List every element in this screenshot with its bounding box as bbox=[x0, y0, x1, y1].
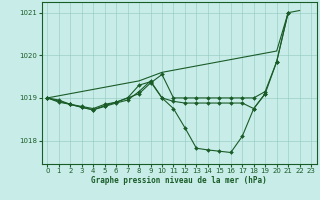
X-axis label: Graphe pression niveau de la mer (hPa): Graphe pression niveau de la mer (hPa) bbox=[91, 176, 267, 185]
